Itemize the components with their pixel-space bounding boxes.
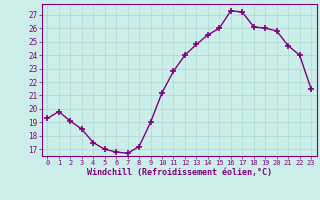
X-axis label: Windchill (Refroidissement éolien,°C): Windchill (Refroidissement éolien,°C) (87, 168, 272, 177)
